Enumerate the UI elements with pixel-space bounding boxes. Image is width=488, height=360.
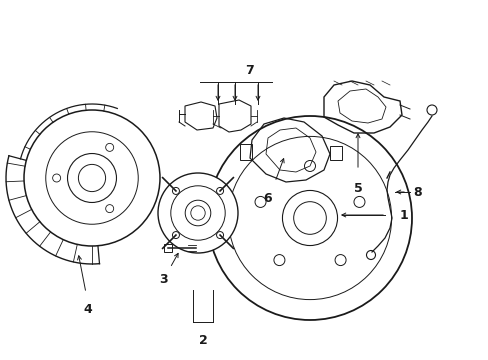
Circle shape xyxy=(207,116,411,320)
Text: 5: 5 xyxy=(353,182,362,195)
Circle shape xyxy=(67,153,116,202)
Circle shape xyxy=(158,173,238,253)
Text: 2: 2 xyxy=(198,334,207,347)
Text: 6: 6 xyxy=(263,192,272,205)
Text: 3: 3 xyxy=(159,273,167,286)
Circle shape xyxy=(185,200,210,226)
Bar xyxy=(163,244,172,252)
Text: 7: 7 xyxy=(245,63,254,77)
Bar xyxy=(240,144,251,160)
Bar xyxy=(329,146,341,160)
Text: 8: 8 xyxy=(412,185,421,198)
Text: 4: 4 xyxy=(83,303,92,316)
Circle shape xyxy=(282,190,337,246)
Circle shape xyxy=(24,110,160,246)
Text: 1: 1 xyxy=(399,208,408,221)
